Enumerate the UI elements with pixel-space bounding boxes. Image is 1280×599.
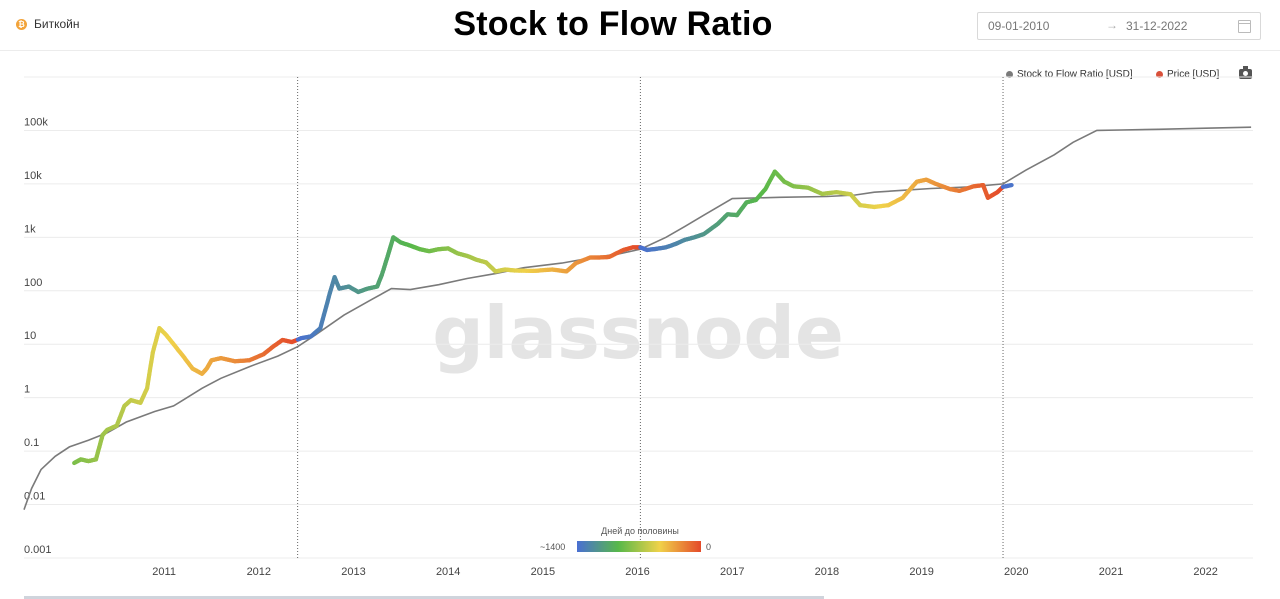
- asset-selector[interactable]: ₿ Биткойн: [16, 17, 79, 31]
- x-tick-label: 2012: [247, 566, 271, 578]
- x-tick-label: 2014: [436, 566, 460, 578]
- x-tick-label: 2022: [1193, 566, 1217, 578]
- legend-item-s2f[interactable]: Stock to Flow Ratio [USD]: [1006, 69, 1133, 80]
- colorbar: [577, 541, 701, 552]
- halving-lines: [297, 77, 1004, 558]
- y-tick-label: 100: [24, 277, 42, 289]
- grid-lines: [24, 76, 1253, 559]
- legend-item-price[interactable]: Price [USD]: [1156, 69, 1219, 80]
- y-tick-label: 1: [24, 384, 30, 396]
- legend-label-price: Price [USD]: [1167, 69, 1220, 80]
- calendar-icon[interactable]: [1238, 20, 1251, 33]
- colorbar-right-label: 0: [706, 542, 712, 552]
- s2f-line: [23, 126, 1252, 510]
- bitcoin-icon: ₿: [16, 18, 27, 30]
- y-tick-label: 10k: [24, 170, 42, 182]
- y-tick-label: 1k: [24, 223, 36, 235]
- x-tick-label: 2018: [815, 566, 839, 578]
- colorbar-title: Дней до половины: [601, 526, 679, 536]
- y-tick-label: 100k: [24, 116, 48, 128]
- date-from[interactable]: 09-01-2010: [988, 19, 1050, 33]
- asset-label: Биткойн: [34, 17, 80, 31]
- y-tick-label: 0.1: [24, 437, 39, 449]
- date-range-picker[interactable]: 09-01-2010 → 31-12-2022: [977, 12, 1261, 40]
- x-axis: 2011 2012 2013 2014 2015 2016 2017 2018 2019 2020…: [152, 566, 1218, 578]
- arrow-right-icon: →: [1106, 18, 1118, 32]
- x-tick-label: 2021: [1099, 566, 1123, 578]
- x-tick-label: 2019: [909, 566, 933, 578]
- x-tick-label: 2016: [625, 566, 649, 578]
- x-tick-label: 2011: [152, 566, 176, 578]
- watermark: glassnode: [432, 291, 844, 375]
- legend-dot-s2f: [1006, 71, 1013, 78]
- chart-title: Stock to Flow Ratio: [453, 5, 773, 43]
- x-tick-label: 2015: [531, 566, 555, 578]
- series-price: [72, 169, 1014, 466]
- legend-dot-price: [1156, 71, 1163, 78]
- y-tick-label: 10: [24, 330, 36, 342]
- x-tick-label: 2013: [341, 566, 365, 578]
- x-tick-label: 2020: [1004, 566, 1028, 578]
- camera-icon[interactable]: [1239, 66, 1252, 79]
- y-tick-label: 0.001: [24, 544, 52, 556]
- x-tick-label: 2017: [720, 566, 744, 578]
- top-bar: ₿ Биткойн Stock to Flow Ratio 09-01-2010…: [0, 0, 1280, 51]
- series-s2f: [23, 126, 1252, 510]
- legend-label-s2f: Stock to Flow Ratio [USD]: [1017, 69, 1133, 80]
- horizontal-scrollbar[interactable]: [24, 596, 824, 599]
- colorbar-left-label: ~1400: [540, 542, 566, 552]
- date-to[interactable]: 31-12-2022: [1126, 19, 1188, 33]
